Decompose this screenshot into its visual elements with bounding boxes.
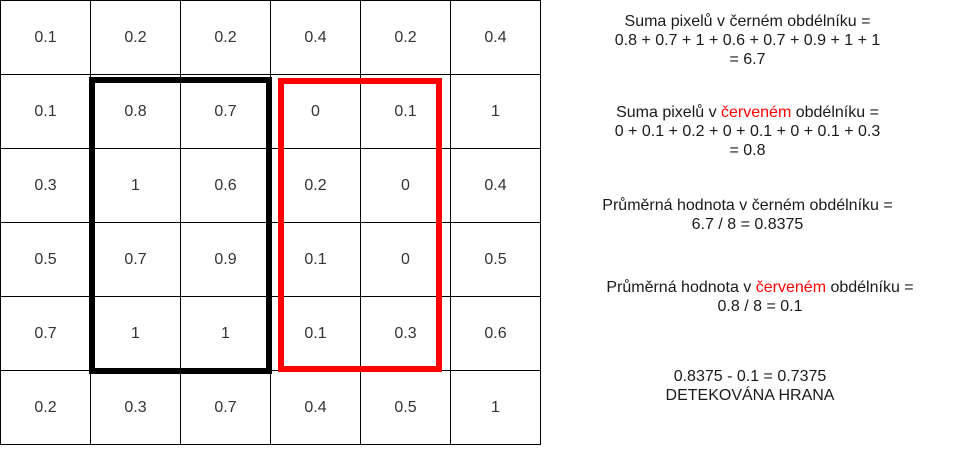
- result-verdict: DETEKOVÁNA HRANA: [665, 387, 835, 404]
- grid-cell: 1: [450, 74, 541, 149]
- grid-cell: 0.5: [450, 222, 541, 297]
- black-avg-line2: 6.7 / 8 = 0.8375: [691, 216, 804, 233]
- black-sum-line1: Suma pixelů v černém obdélníku =: [624, 13, 871, 30]
- grid-cell: 1: [180, 296, 271, 371]
- red-avg-line1: Průměrná hodnota v červeném obdélníku =: [565, 278, 955, 297]
- black-sum-line3: = 6.7: [729, 51, 766, 68]
- grid-cell: 1: [90, 148, 181, 223]
- red-avg-note: Průměrná hodnota v červeném obdélníku = …: [565, 278, 955, 316]
- red-sum-line1-suffix: obdélníku =: [791, 104, 879, 121]
- red-avg-line1-prefix: Průměrná hodnota v: [606, 279, 756, 296]
- grid-cell: 0.7: [180, 370, 271, 445]
- grid-cell: 0.2: [90, 0, 181, 75]
- grid-cell: 1: [450, 370, 541, 445]
- black-sum-line2: 0.8 + 0.7 + 1 + 0.6 + 0.7 + 0.9 + 1 + 1: [614, 32, 881, 49]
- grid-cell: 0.7: [180, 74, 271, 149]
- red-sum-line1-prefix: Suma pixelů v: [616, 104, 722, 121]
- grid-cell: 0.4: [270, 370, 361, 445]
- grid-row: 0.2 0.3 0.7 0.4 0.5 1: [0, 370, 541, 445]
- red-avg-line2: 0.8 / 8 = 0.1: [717, 298, 803, 315]
- grid-cell: 0.7: [0, 296, 91, 371]
- result-equation: 0.8375 - 0.1 = 0.7375: [673, 368, 827, 385]
- grid-cell: 0.2: [0, 370, 91, 445]
- grid-cell: 0.5: [360, 370, 451, 445]
- grid-cell: 0.4: [270, 0, 361, 75]
- red-avg-line1-suffix: obdélníku =: [826, 279, 914, 296]
- grid-cell: 0.4: [450, 0, 541, 75]
- red-sum-line1-highlight: červeném: [721, 104, 792, 121]
- grid-row: 0.1 0.2 0.2 0.4 0.2 0.4: [0, 0, 541, 75]
- red-avg-line1-highlight: červeném: [755, 279, 827, 296]
- grid-cell: 0: [360, 148, 451, 223]
- red-sum-line1: Suma pixelů v červeném obdélníku =: [565, 103, 930, 122]
- grid-cell: 0.1: [0, 0, 91, 75]
- black-sum-note: Suma pixelů v černém obdélníku = 0.8 + 0…: [565, 12, 930, 69]
- grid-row: 0.3 1 0.6 0.2 0 0.4: [0, 148, 541, 223]
- pixel-grid: 0.1 0.2 0.2 0.4 0.2 0.4 0.1 0.8 0.7 0 0.1 1 0.3 1 0.6 0…: [0, 0, 541, 445]
- grid-cell: 0.8: [90, 74, 181, 149]
- grid-cell: 0.5: [0, 222, 91, 297]
- grid-cell: 0.1: [0, 74, 91, 149]
- grid-row: 0.5 0.7 0.9 0.1 0 0.5: [0, 222, 541, 297]
- grid-cell: 0.3: [360, 296, 451, 371]
- black-avg-note: Průměrná hodnota v černém obdélníku = 6.…: [560, 196, 935, 234]
- red-sum-note: Suma pixelů v červeném obdélníku = 0 + 0…: [565, 103, 930, 160]
- grid-cell: 0.2: [360, 0, 451, 75]
- grid-cell: 0.2: [270, 148, 361, 223]
- grid-cell: 0.1: [360, 74, 451, 149]
- result-note: 0.8375 - 0.1 = 0.7375 DETEKOVÁNA HRANA: [600, 367, 900, 405]
- grid-row: 0.1 0.8 0.7 0 0.1 1: [0, 74, 541, 149]
- grid-cell: 0.3: [90, 370, 181, 445]
- grid-cell: 0.6: [180, 148, 271, 223]
- grid-cell: 0.2: [180, 0, 271, 75]
- grid-cell: 0.4: [450, 148, 541, 223]
- grid-cell: 1: [90, 296, 181, 371]
- grid-cell: 0: [360, 222, 451, 297]
- grid-row: 0.7 1 1 0.1 0.3 0.6: [0, 296, 541, 371]
- grid-cell: 0.1: [270, 222, 361, 297]
- red-sum-line2: 0 + 0.1 + 0.2 + 0 + 0.1 + 0 + 0.1 + 0.3: [614, 123, 881, 140]
- grid-cell: 0.6: [450, 296, 541, 371]
- pixel-grid-body: 0.1 0.2 0.2 0.4 0.2 0.4 0.1 0.8 0.7 0 0.1 1 0.3 1 0.6 0…: [0, 0, 541, 445]
- grid-cell: 0: [270, 74, 361, 149]
- grid-cell: 0.3: [0, 148, 91, 223]
- grid-cell: 0.7: [90, 222, 181, 297]
- grid-cell: 0.9: [180, 222, 271, 297]
- red-sum-line3: = 0.8: [729, 142, 766, 159]
- grid-cell: 0.1: [270, 296, 361, 371]
- black-avg-line1: Průměrná hodnota v černém obdélníku =: [602, 197, 893, 214]
